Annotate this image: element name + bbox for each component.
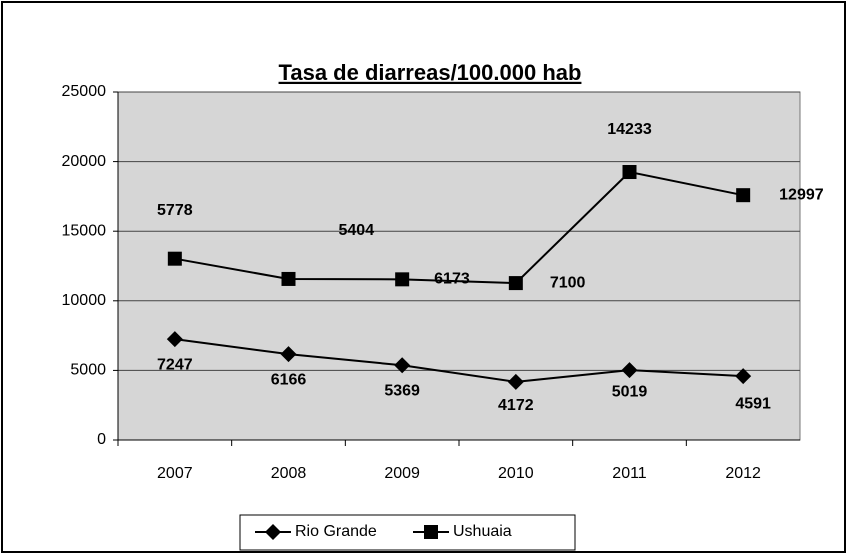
x-tick-label: 2008 [271,465,307,482]
y-tick-label: 15000 [62,222,107,239]
legend-marker [265,524,281,540]
data-point [735,368,752,385]
x-tick-label: 2011 [612,465,647,482]
data-label: 12997 [779,186,824,203]
data-label: 5019 [612,383,648,400]
data-point [280,346,297,363]
plot-area [117,91,801,441]
data-label: 4591 [735,395,771,412]
data-label: 14233 [607,121,652,138]
legend-label: Ushuaia [453,523,512,540]
data-point [281,271,296,286]
data-point [508,276,523,291]
y-tick-label: 0 [97,431,106,448]
data-label: 4172 [498,397,534,414]
y-tick-label: 10000 [62,292,107,309]
series-line [174,338,744,383]
data-label: 6173 [434,271,470,288]
legend-marker [424,525,438,539]
x-tick-label: 2009 [384,465,420,482]
data-point [395,272,410,287]
y-tick-label: 20000 [62,153,107,170]
data-label: 5778 [157,202,193,219]
data-point [622,165,637,180]
data-point [507,373,524,390]
data-point [621,362,638,379]
y-tick-label: 5000 [70,362,106,379]
data-label: 6166 [271,371,307,388]
legend-box [239,514,576,551]
data-point [394,357,411,374]
data-label: 7100 [550,274,586,291]
chart-title: Tasa de diarreas/100.000 hab [279,60,582,85]
data-label: 5404 [339,222,375,239]
data-point [166,331,183,348]
series-line [174,170,744,285]
y-tick-label: 25000 [62,83,107,100]
x-tick-label: 2007 [157,465,193,482]
legend-label: Rio Grande [295,523,377,540]
x-tick-label: 2012 [725,465,761,482]
data-point [736,188,751,203]
data-point [167,251,182,266]
data-label: 7247 [157,356,193,373]
x-tick-label: 2010 [498,465,534,482]
data-label: 5369 [384,382,420,399]
